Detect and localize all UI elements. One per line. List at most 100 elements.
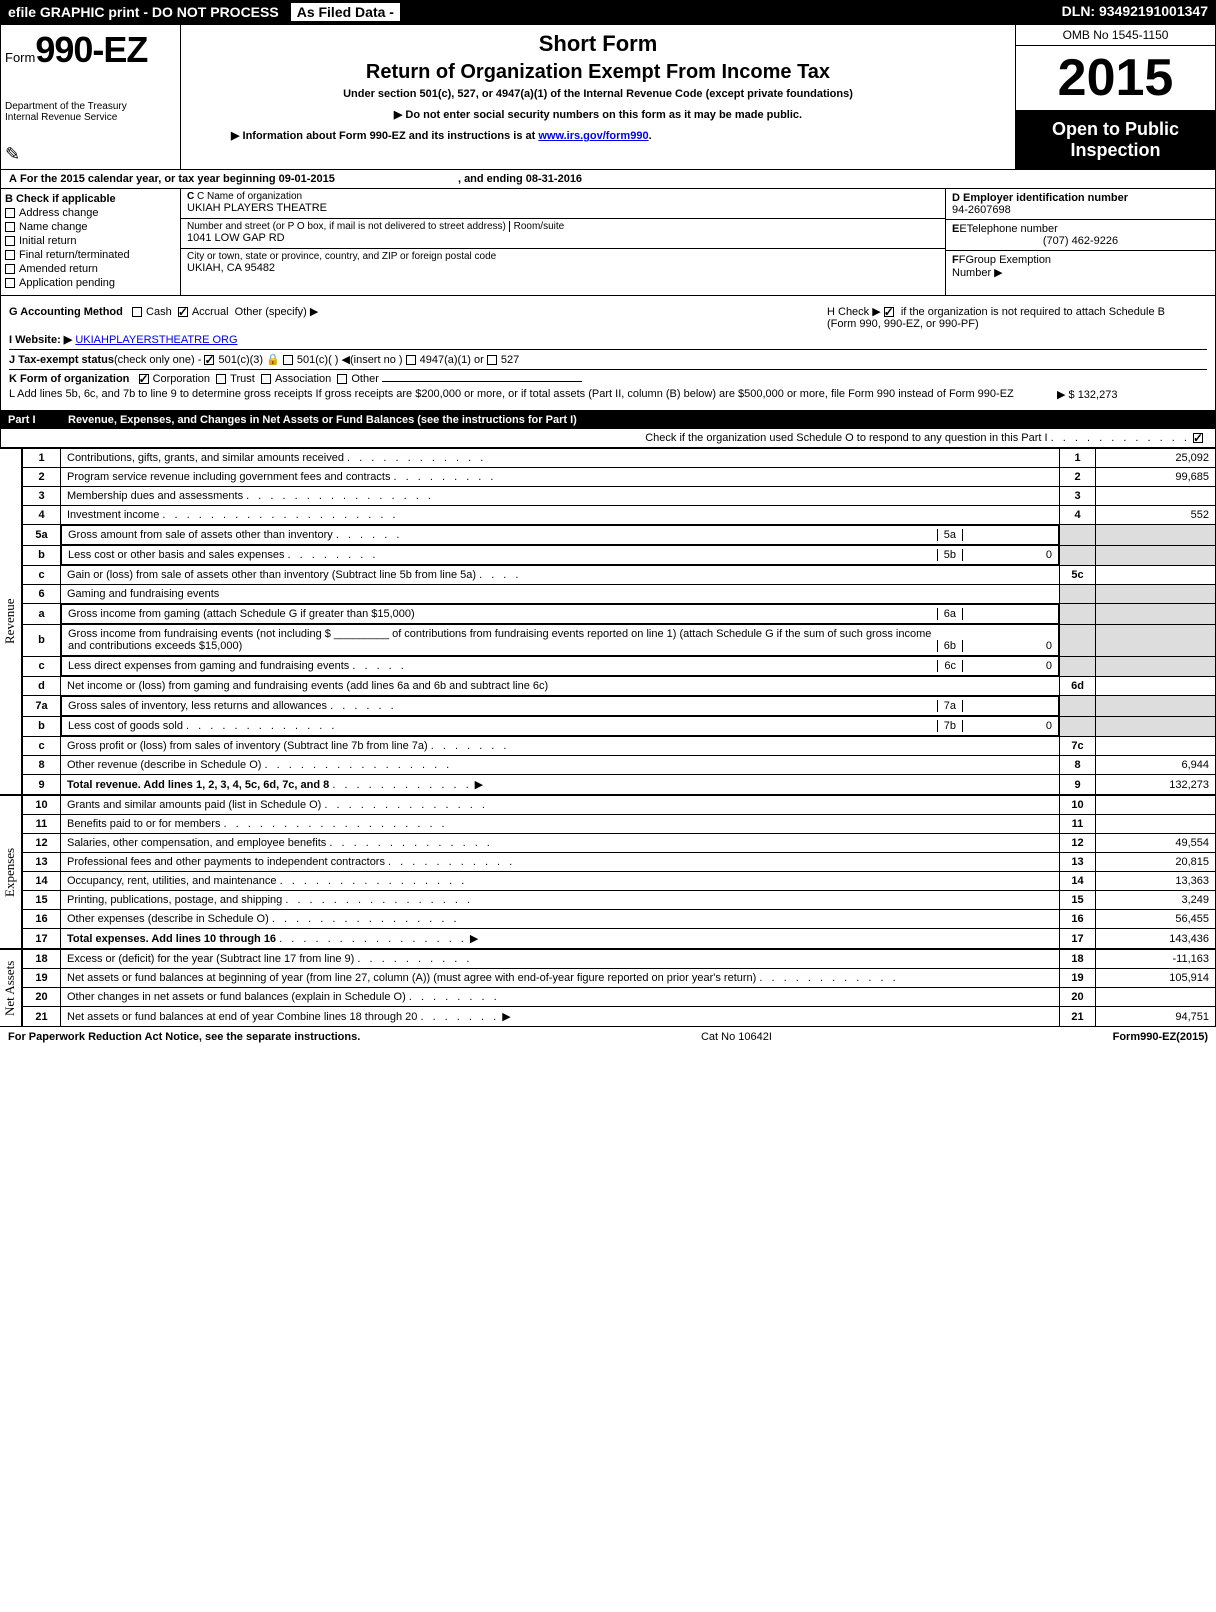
checkbox-initial-return[interactable] bbox=[5, 236, 15, 246]
table-row: 6Gaming and fundraising events bbox=[23, 585, 1216, 604]
org-name: UKIAH PLAYERS THEATRE bbox=[187, 202, 939, 214]
title-block: Short Form Return of Organization Exempt… bbox=[181, 25, 1015, 169]
c-city-label: City or town, state or province, country… bbox=[187, 251, 939, 262]
irs-link[interactable]: www.irs.gov/form990 bbox=[538, 130, 648, 142]
table-row: 15Printing, publications, postage, and s… bbox=[23, 891, 1216, 910]
table-row: dNet income or (loss) from gaming and fu… bbox=[23, 677, 1216, 696]
revenue-section: Revenue 1Contributions, gifts, grants, a… bbox=[0, 448, 1216, 795]
calendar-year-text: For the 2015 calendar year, or tax year … bbox=[20, 173, 335, 185]
table-row: 3Membership dues and assessments . . . .… bbox=[23, 487, 1216, 506]
header-bar: efile GRAPHIC print - DO NOT PROCESS As … bbox=[0, 0, 1216, 24]
tel-value: (707) 462-9226 bbox=[952, 235, 1209, 247]
table-row: 13Professional fees and other payments t… bbox=[23, 853, 1216, 872]
expenses-section: Expenses 10Grants and similar amounts pa… bbox=[0, 795, 1216, 949]
c-room-label: Room/suite bbox=[509, 221, 565, 232]
dln-number: DLN: 93492191001347 bbox=[1062, 3, 1208, 21]
top-section: Form990-EZ ✎ Department of the Treasury … bbox=[0, 24, 1216, 170]
short-form-title: Short Form bbox=[191, 31, 1005, 57]
checkbox-cash[interactable] bbox=[132, 307, 142, 317]
table-row: 14Occupancy, rent, utilities, and mainte… bbox=[23, 872, 1216, 891]
b-item-5: Application pending bbox=[19, 277, 115, 289]
group-number: Number ▶ bbox=[952, 266, 1209, 279]
checkbox-other[interactable] bbox=[337, 374, 347, 384]
revenue-table: 1Contributions, gifts, grants, and simil… bbox=[22, 448, 1216, 795]
b-item-0: Address change bbox=[19, 207, 99, 219]
j-opt3: 4947(a)(1) or bbox=[420, 354, 484, 366]
d-ein-label: D Employer identification number bbox=[952, 192, 1209, 204]
expenses-label: Expenses bbox=[0, 795, 22, 949]
table-row: cLess direct expenses from gaming and fu… bbox=[23, 656, 1216, 677]
under-section-text: Under section 501(c), 527, or 4947(a)(1)… bbox=[191, 88, 1005, 100]
table-row: 10Grants and similar amounts paid (list … bbox=[23, 796, 1216, 815]
table-row: 2Program service revenue including gover… bbox=[23, 468, 1216, 487]
open-line1: Open to Public bbox=[1024, 119, 1207, 140]
checkbox-501c[interactable] bbox=[283, 355, 293, 365]
irs-label: Internal Revenue Service bbox=[5, 112, 176, 123]
pointer-1: ▶ Do not enter social security numbers o… bbox=[191, 108, 1005, 121]
c-name-label-text: C Name of organization bbox=[197, 191, 302, 202]
open-to-public: Open to Public Inspection bbox=[1016, 111, 1215, 169]
footer-mid: Cat No 10642I bbox=[701, 1031, 772, 1043]
pointer-2-post: . bbox=[649, 130, 652, 142]
table-row: 20Other changes in net assets or fund ba… bbox=[23, 988, 1216, 1007]
ein-value: 94-2607698 bbox=[952, 204, 1209, 216]
dept-treasury: Department of the Treasury bbox=[5, 101, 176, 112]
checkbox-h[interactable] bbox=[884, 307, 894, 317]
table-row: 11Benefits paid to or for members . . . … bbox=[23, 815, 1216, 834]
e-tel-label: EETelephone number bbox=[952, 223, 1209, 235]
part-num: Part I bbox=[8, 414, 68, 426]
part-title: Revenue, Expenses, and Changes in Net As… bbox=[68, 414, 1208, 426]
checkbox-527[interactable] bbox=[487, 355, 497, 365]
accrual-label: Accrual bbox=[192, 306, 229, 318]
checkbox-name-change[interactable] bbox=[5, 222, 15, 232]
j-opt1: 501(c)(3) bbox=[218, 354, 263, 366]
checkbox-501c3[interactable] bbox=[204, 355, 214, 365]
b-item-2: Initial return bbox=[19, 235, 76, 247]
form-number: 990-EZ bbox=[35, 29, 147, 70]
checkbox-4947[interactable] bbox=[406, 355, 416, 365]
j-opt2: 501(c)( ) ◀(insert no ) bbox=[297, 354, 403, 366]
ending-text: , and ending 08-31-2016 bbox=[458, 173, 582, 185]
revenue-label: Revenue bbox=[0, 448, 22, 795]
part1-check-text: Check if the organization used Schedule … bbox=[645, 432, 1047, 444]
table-row: 9Total revenue. Add lines 1, 2, 3, 4, 5c… bbox=[23, 775, 1216, 795]
checkbox-assoc[interactable] bbox=[261, 374, 271, 384]
form-label: Form bbox=[5, 50, 35, 65]
table-row: 18Excess or (deficit) for the year (Subt… bbox=[23, 950, 1216, 969]
e-tel-label-text: ETelephone number bbox=[959, 223, 1057, 235]
footer: For Paperwork Reduction Act Notice, see … bbox=[0, 1027, 1216, 1047]
row-a: A For the 2015 calendar year, or tax yea… bbox=[0, 170, 1216, 189]
checkbox-pending[interactable] bbox=[5, 278, 15, 288]
table-row: 19Net assets or fund balances at beginni… bbox=[23, 969, 1216, 988]
checkbox-final-return[interactable] bbox=[5, 250, 15, 260]
b-item-3: Final return/terminated bbox=[19, 249, 130, 261]
return-title: Return of Organization Exempt From Incom… bbox=[191, 61, 1005, 84]
checkbox-trust[interactable] bbox=[216, 374, 226, 384]
k-opt1: Corporation bbox=[153, 373, 210, 385]
table-row: bGross income from fundraising events (n… bbox=[23, 624, 1216, 656]
table-row: 17Total expenses. Add lines 10 through 1… bbox=[23, 929, 1216, 949]
checkbox-address-change[interactable] bbox=[5, 208, 15, 218]
checkbox-corp[interactable] bbox=[139, 374, 149, 384]
table-row: aGross income from gaming (attach Schedu… bbox=[23, 604, 1216, 625]
as-filed-label: As Filed Data - bbox=[291, 3, 400, 21]
f-group-label: FFGroup Exemption bbox=[952, 254, 1209, 266]
table-row: bLess cost or other basis and sales expe… bbox=[23, 545, 1216, 566]
k-label: K Form of organization bbox=[9, 373, 129, 385]
label-a: A bbox=[9, 173, 17, 185]
table-row: 8Other revenue (describe in Schedule O) … bbox=[23, 756, 1216, 775]
l-text: L Add lines 5b, 6c, and 7b to line 9 to … bbox=[9, 388, 1057, 401]
checkbox-schedule-o[interactable] bbox=[1193, 433, 1203, 443]
h-text2: if the organization is not required to a… bbox=[901, 306, 1165, 318]
website-link[interactable]: UKIAHPLAYERSTHEATRE ORG bbox=[75, 334, 237, 346]
checkbox-accrual[interactable] bbox=[178, 307, 188, 317]
i-label: I Website: ▶ bbox=[9, 334, 72, 346]
k-opt3: Association bbox=[275, 373, 331, 385]
checkbox-amended[interactable] bbox=[5, 264, 15, 274]
open-line2: Inspection bbox=[1024, 140, 1207, 161]
omb-number: OMB No 1545-1150 bbox=[1016, 25, 1215, 46]
table-row: cGain or (loss) from sale of assets othe… bbox=[23, 566, 1216, 585]
signature-icon: ✎ bbox=[5, 144, 20, 165]
c-street-label: Number and street (or P O box, if mail i… bbox=[187, 221, 506, 232]
footer-left: For Paperwork Reduction Act Notice, see … bbox=[8, 1031, 360, 1043]
